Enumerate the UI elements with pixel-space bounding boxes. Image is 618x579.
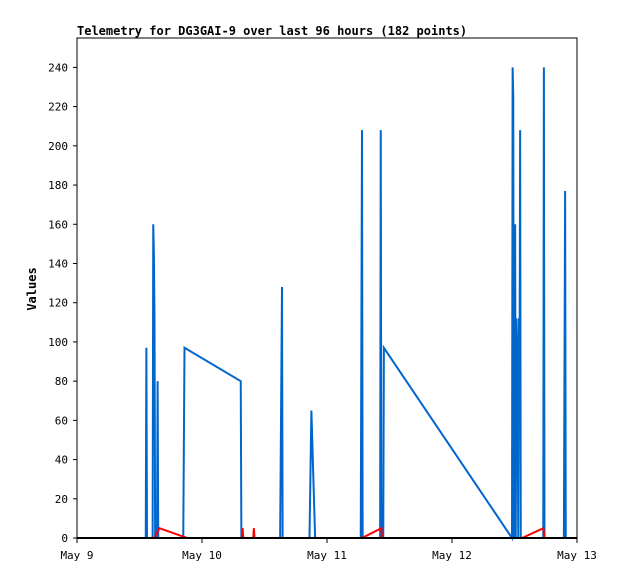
y-tick-label: 160 <box>48 218 68 231</box>
y-tick-label: 80 <box>55 375 68 388</box>
x-tick-label: May 13 <box>557 549 597 562</box>
series-line-2 <box>77 526 577 539</box>
y-tick-label: 140 <box>48 257 68 270</box>
y-tick-label: 220 <box>48 101 68 114</box>
y-tick-label: 240 <box>48 61 68 74</box>
y-tick-label: 0 <box>61 532 68 545</box>
y-tick-label: 180 <box>48 179 68 192</box>
x-tick-label: May 11 <box>307 549 347 562</box>
y-tick-label: 100 <box>48 336 68 349</box>
series-line-1 <box>77 67 577 542</box>
y-tick-label: 200 <box>48 140 68 153</box>
chart-title: Telemetry for DG3GAI-9 over last 96 hour… <box>77 24 467 38</box>
x-tick-label: May 9 <box>60 549 93 562</box>
y-axis-label: Values <box>25 267 39 310</box>
x-axis: May 9 May 10 May 11 May 12 May 13 <box>60 538 597 562</box>
y-tick-label: 120 <box>48 297 68 310</box>
x-tick-label: May 10 <box>182 549 222 562</box>
y-tick-label: 20 <box>55 493 68 506</box>
y-axis: 0 20 40 60 80 100 120 140 160 180 200 220 240 <box>48 61 77 545</box>
y-tick-label: 60 <box>55 414 68 427</box>
y-tick-label: 40 <box>55 454 68 467</box>
series-layer <box>77 67 577 542</box>
x-tick-label: May 12 <box>432 549 472 562</box>
